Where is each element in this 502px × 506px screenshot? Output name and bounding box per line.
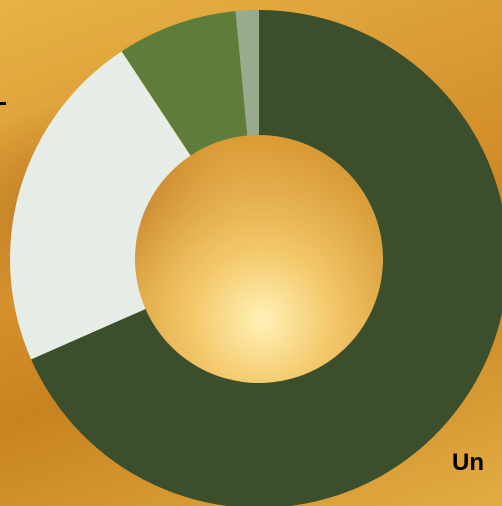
label-leader-line: [0, 102, 6, 105]
donut-slice-4: [235, 10, 259, 136]
slice-label: Un: [452, 449, 484, 476]
donut-slice-3: [121, 11, 248, 156]
donut-slice-1: [31, 10, 502, 506]
donut-slices: [10, 10, 502, 506]
donut-slice-2: [10, 51, 191, 360]
